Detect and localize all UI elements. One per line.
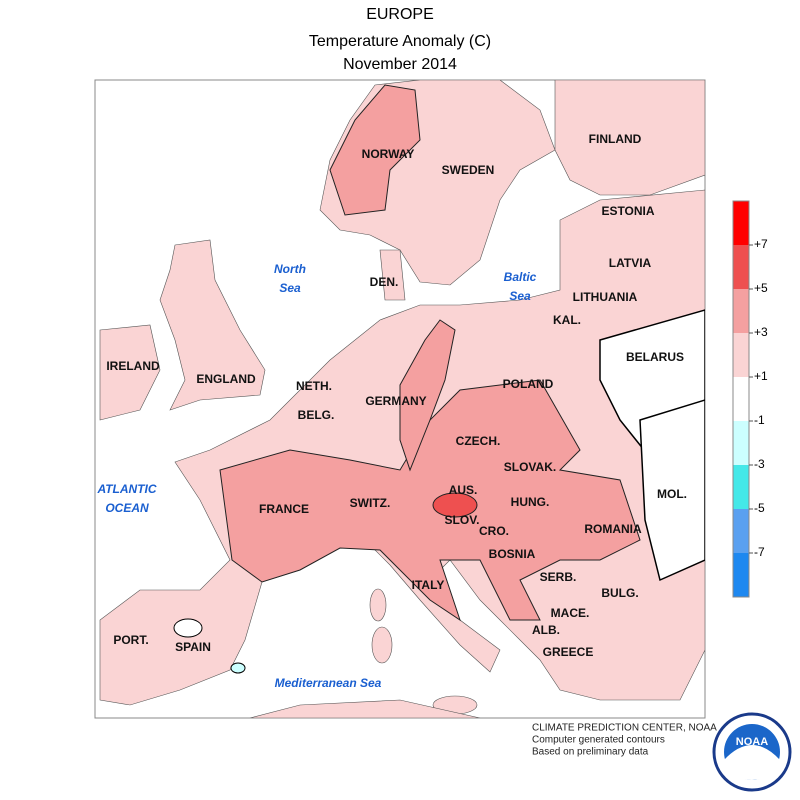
country-label: NORWAY [362,147,415,161]
colorbar-label: -1 [754,413,765,427]
country-label: CRO. [479,524,509,538]
country-label: BELARUS [626,350,684,364]
finland [554,80,705,196]
country-label: AUS. [449,483,478,497]
footer-line: Computer generated contours [532,735,665,746]
colorbar-swatch [733,553,749,597]
warm-germany [399,319,456,472]
north-africa [249,699,481,718]
country-label: BULG. [601,586,638,600]
country-label: DEN. [370,275,399,289]
country-label: NETH. [296,379,332,393]
country-label: KAL. [553,313,581,327]
country-label: PORT. [113,633,148,647]
cool-spain [230,662,246,674]
country-label: SLOVAK. [504,460,556,474]
logo-text: NOAA [736,736,768,748]
country-label: ENGLAND [196,372,256,386]
country-label: SPAIN [175,640,211,654]
colorbar-swatch [733,245,749,289]
neutral-ukraine [639,399,705,582]
country-label: ALB. [532,623,560,637]
footer-line: CLIMATE PREDICTION CENTER, NOAA [532,723,717,734]
country-label: ITALY [412,578,445,592]
denmark [379,249,406,301]
country-label: BELG. [298,408,335,422]
sea-label: North [274,262,306,276]
colorbar-swatch [733,465,749,509]
footer: CLIMATE PREDICTION CENTER, NOAA Computer… [532,723,717,758]
colorbar-label: +3 [754,325,768,339]
neutral-spain [173,618,203,638]
colorbar-label: +1 [754,369,768,383]
colorbar-swatch [733,333,749,377]
country-label: FRANCE [259,502,309,516]
sardinia [371,626,393,664]
great-britain [159,239,266,411]
country-label: SLOV. [445,513,480,527]
country-label: SWITZ. [350,496,391,510]
country-label: SERB. [540,570,577,584]
corsica [369,588,387,622]
warm-norway [329,84,421,216]
colorbar-swatch [733,289,749,333]
colorbar-label: -7 [754,545,765,559]
country-label: ESTONIA [601,204,654,218]
country-label: POLAND [503,377,554,391]
colorbar-swatch [733,509,749,553]
country-label: HUNG. [511,495,550,509]
sea-label: Baltic [504,270,537,284]
country-label: GERMANY [365,394,426,408]
country-label: ROMANIA [584,522,642,536]
country-label: GREECE [543,645,594,659]
country-label: FINLAND [589,132,642,146]
colorbar-label: -3 [754,457,765,471]
country-label: BOSNIA [489,547,536,561]
colorbar-label: +7 [754,237,768,251]
sea-label: ATLANTIC [96,482,156,496]
colorbar-swatch [733,377,749,421]
country-label: LATVIA [609,256,652,270]
footer-line: Based on preliminary data [532,747,649,758]
noaa-logo: NOAA [712,712,792,792]
sea-label: Sea [279,281,301,295]
colorbar-label: -5 [754,501,765,515]
colorbar-swatch [733,421,749,465]
subtitle: Temperature Anomaly (C) [309,33,491,50]
date: November 2014 [343,56,457,73]
country-label: SWEDEN [442,163,495,177]
colorbar: +7 +5 +3 +1 -1 -3 -5 -7 [732,200,768,598]
title: EUROPE [366,6,434,23]
sea-label: OCEAN [105,501,149,515]
colorbar-swatch [733,201,749,245]
sea-label: Sea [509,289,531,303]
sea-label: Mediterranean Sea [275,676,382,690]
country-label: LITHUANIA [573,290,638,304]
country-label: MACE. [551,606,590,620]
warm-central [219,379,641,622]
colorbar-frame [732,200,750,598]
country-label: IRELAND [106,359,160,373]
map: NORWAY SWEDEN FINLAND ESTONIA LATVIA LITHUANI… [94,79,706,719]
ireland [99,324,161,421]
warm-austria [432,492,478,518]
colorbar-label: +5 [754,281,768,295]
country-label: MOL. [657,487,687,501]
logo-bird [724,745,780,780]
country-label: CZECH. [456,434,501,448]
